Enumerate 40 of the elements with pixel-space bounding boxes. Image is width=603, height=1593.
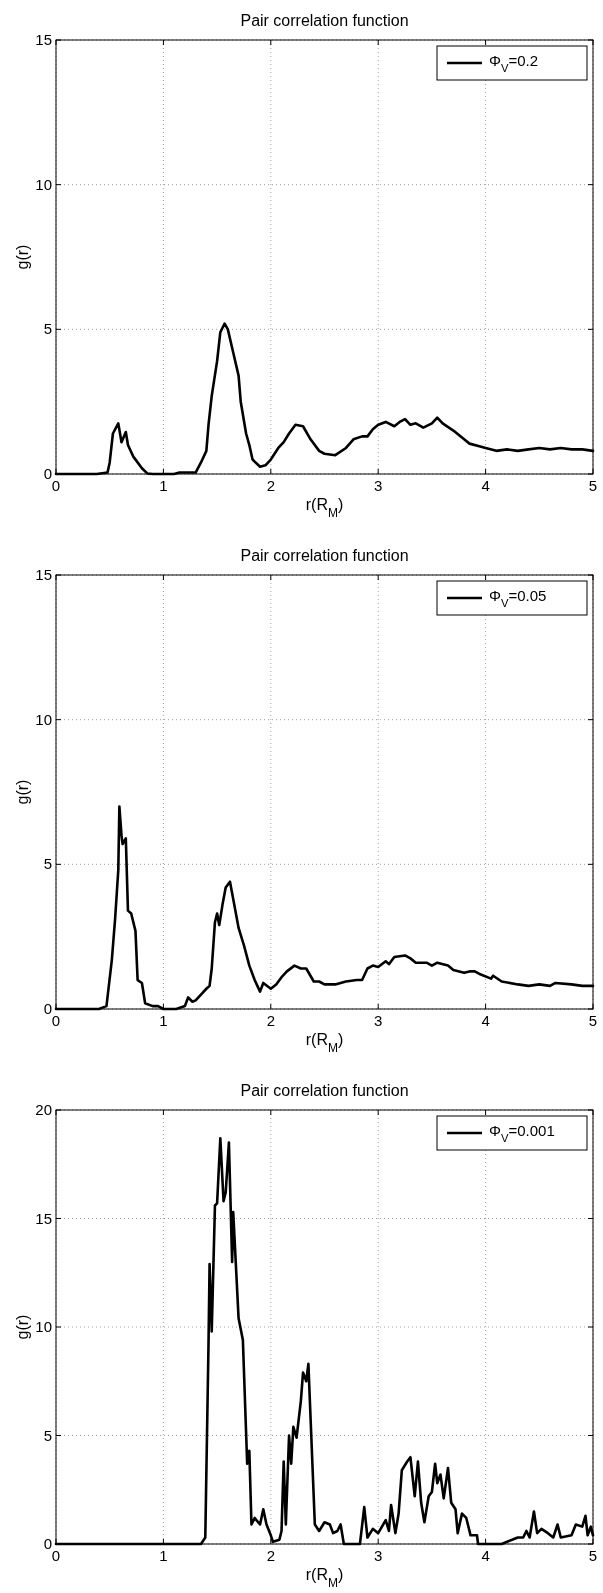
- y-tick-label: 15: [35, 1209, 52, 1227]
- x-tick-label: 4: [481, 477, 490, 494]
- x-tick-label: 5: [588, 1547, 598, 1564]
- legend-label: Φ$_{V}$=0.05: [489, 587, 547, 609]
- x-tick-label: 2: [266, 1012, 275, 1029]
- y-tick-label: 0: [43, 1535, 52, 1552]
- x-tick-label: 3: [374, 1012, 383, 1029]
- chart-title: Pair correlation function: [240, 1082, 409, 1099]
- chart-title: Pair correlation function: [240, 547, 409, 564]
- x-tick-label: 5: [588, 477, 598, 494]
- y-tick-label: 10: [35, 175, 52, 193]
- y-tick-label: 15: [35, 566, 52, 583]
- y-tick-label: 10: [35, 1318, 52, 1335]
- y-tick-label: 5: [43, 855, 52, 873]
- y-tick-label: 0: [43, 465, 52, 482]
- x-tick-label: 4: [481, 1547, 490, 1564]
- y-tick-label: 0: [43, 1000, 52, 1017]
- legend-label: Φ$_{V}$=0.001: [489, 1122, 555, 1144]
- legend-label: Φ$_{V}$=0.2: [489, 52, 539, 74]
- y-axis-title: g(r): [14, 779, 31, 805]
- x-tick-label: 2: [266, 477, 275, 494]
- x-tick-label: 1: [159, 1547, 168, 1564]
- x-axis-title: r(R$_{M}$): [305, 1031, 344, 1055]
- y-tick-label: 10: [35, 710, 52, 728]
- x-tick-label: 5: [588, 1012, 598, 1029]
- x-tick-label: 4: [481, 1012, 490, 1029]
- x-tick-label: 3: [374, 1547, 383, 1564]
- y-tick-label: 15: [35, 31, 52, 48]
- chart-title: Pair correlation function: [240, 12, 409, 29]
- y-tick-label: 5: [43, 1426, 52, 1444]
- x-axis-title: r(R$_{M}$): [305, 496, 344, 520]
- x-tick-label: 3: [374, 477, 383, 494]
- x-tick-label: 1: [159, 477, 168, 494]
- y-tick-label: 20: [35, 1101, 52, 1118]
- y-axis-title: g(r): [14, 244, 31, 270]
- y-tick-label: 5: [43, 320, 52, 338]
- y-axis-title: g(r): [14, 1314, 31, 1340]
- x-tick-label: 2: [266, 1547, 275, 1564]
- x-axis-title: r(R$_{M}$): [305, 1566, 344, 1590]
- x-tick-label: 1: [159, 1012, 168, 1029]
